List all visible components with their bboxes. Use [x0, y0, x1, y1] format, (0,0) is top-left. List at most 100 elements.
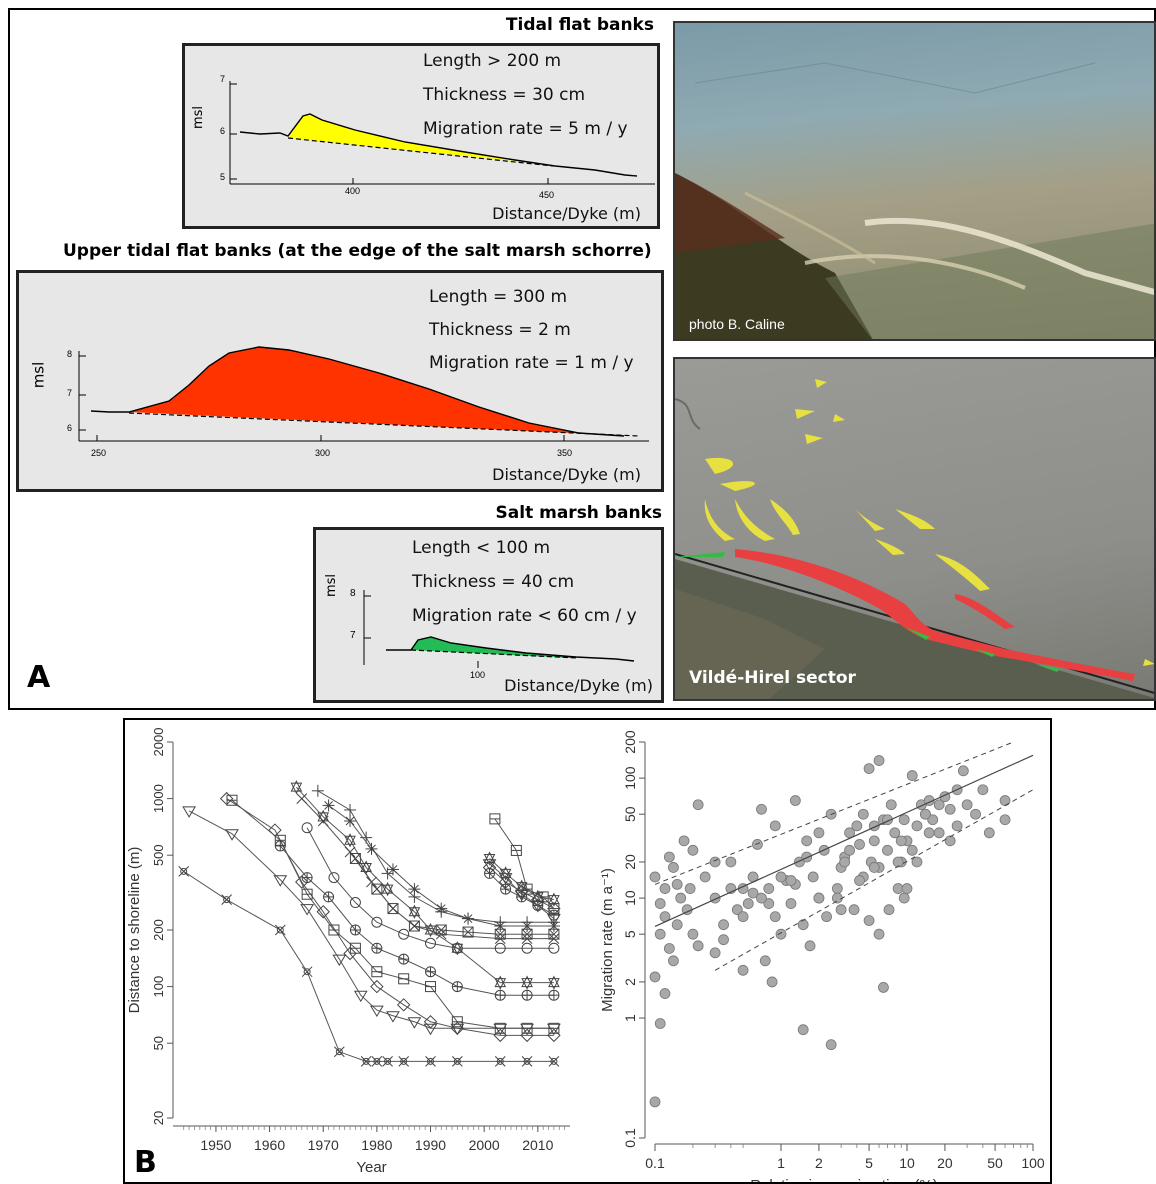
line-series-point [381, 881, 394, 897]
line-series-point [398, 973, 410, 985]
scatter-x-tick-label: 10 [899, 1155, 915, 1171]
scatter-y-tick-label: 200 [622, 730, 638, 754]
scatter-point [883, 904, 895, 916]
line-series-point [301, 888, 313, 900]
map-art [675, 379, 1154, 699]
scatter-y-tick-label: 0.1 [622, 1128, 638, 1148]
line-series-point [483, 851, 496, 866]
scatter-point [983, 827, 995, 839]
line-series-point [398, 1056, 410, 1067]
line-series-point [360, 860, 372, 875]
line-series-point [547, 920, 560, 933]
scatter-point [687, 928, 699, 940]
scatter-point [906, 770, 918, 781]
scatter-point [901, 883, 913, 894]
line-series-point [301, 822, 313, 834]
scatter-point [725, 856, 737, 868]
scatter-point [801, 835, 813, 847]
line-series-point [349, 853, 361, 865]
line-series-point [317, 815, 329, 827]
line-series-point [398, 953, 410, 965]
scatter-point [769, 820, 781, 832]
line-series-path [489, 863, 555, 919]
tidal-profile-chart [229, 81, 655, 185]
line-series-point [494, 920, 507, 933]
line-chart-x-tick-label: 1960 [254, 1137, 285, 1153]
salt-ylabel: msl [324, 573, 340, 598]
scatter-point [737, 964, 749, 976]
scatter-point [709, 856, 721, 868]
line-series-point [462, 926, 474, 938]
upper-length: Length = 300 m [429, 287, 568, 307]
scatter-point [873, 755, 885, 766]
line-series-point [328, 872, 340, 884]
line-series-3 [226, 794, 560, 1034]
scatter-point [654, 1018, 666, 1029]
scatter-point [882, 844, 893, 856]
line-series-point [182, 806, 196, 818]
panel-b-letter: B [134, 1145, 157, 1180]
scatter-point [775, 871, 787, 883]
line-series-point [547, 1023, 561, 1036]
scatter-point [649, 971, 661, 983]
salt-xtick-100: 100 [470, 670, 486, 680]
scatter-point [831, 883, 843, 894]
scatter-band-lower [714, 789, 1034, 971]
line-series-point [408, 920, 420, 932]
upper-ylabel: msl [29, 361, 48, 389]
scatter-point [742, 898, 754, 909]
line-series-point [311, 784, 324, 797]
scatter-point [892, 856, 904, 868]
scatter-point [731, 904, 743, 916]
upper-ytick-8: 8 [67, 349, 73, 359]
line-series-point [322, 799, 335, 812]
line-series-point [349, 897, 361, 909]
upper-migration: Migration rate = 1 m / y [429, 353, 634, 373]
line-chart-x-tick-label: 2010 [522, 1137, 553, 1153]
scatter-point [857, 808, 869, 820]
line-series-point [494, 1056, 506, 1067]
scatter-point [797, 1024, 809, 1036]
upper-xtick-350: 350 [557, 448, 573, 458]
scatter-ylabel: Migration rate (m a⁻¹) [599, 868, 616, 1012]
scatter-point [933, 827, 945, 839]
line-series-point [387, 903, 399, 915]
line-chart-ylabel: Distance to shoreline (m) [126, 847, 143, 1014]
line-series-point [226, 794, 238, 806]
upper-thickness: Thickness = 2 m [429, 320, 571, 340]
scatter-point [684, 883, 696, 894]
scatter-point [825, 1039, 837, 1051]
line-series-point [514, 889, 529, 902]
line-chart-y-tick-label: 1000 [151, 784, 166, 813]
scatter-y-tick-label: 50 [622, 806, 638, 822]
scatter-point [813, 827, 825, 839]
line-series-point [398, 928, 410, 940]
line-series-14 [484, 867, 560, 921]
line-series-point [371, 1056, 383, 1067]
line-series-point [521, 933, 533, 944]
scatter-point [885, 799, 897, 811]
scatter-y-tick-label: 5 [622, 930, 638, 938]
scatter-point [911, 856, 923, 868]
photo-credit: photo B. Caline [689, 316, 785, 332]
tidal-bank-fill [288, 114, 553, 166]
scatter-point [678, 835, 690, 847]
scatter-point [804, 940, 816, 952]
line-series-9 [322, 799, 560, 933]
line-series-point [290, 780, 303, 795]
line-series-point [386, 1011, 400, 1023]
upper-tidal-panel: msl 8 7 6 250 300 350 Length = 300 m Thi… [16, 270, 664, 492]
line-series-point [494, 933, 506, 944]
scatter-y-tick-label: 1 [622, 1014, 638, 1022]
line-series-point [425, 966, 437, 978]
line-series-point [371, 942, 383, 954]
line-series-point [328, 924, 340, 936]
scatter-point [718, 934, 729, 946]
line-series-8 [311, 784, 560, 929]
scatter-point [769, 911, 781, 923]
scatter-point [851, 820, 863, 832]
scatter-point [848, 904, 860, 916]
scatter-point [944, 835, 956, 847]
tidal-ytick-5: 5 [220, 172, 226, 182]
scatter-point [961, 799, 973, 811]
